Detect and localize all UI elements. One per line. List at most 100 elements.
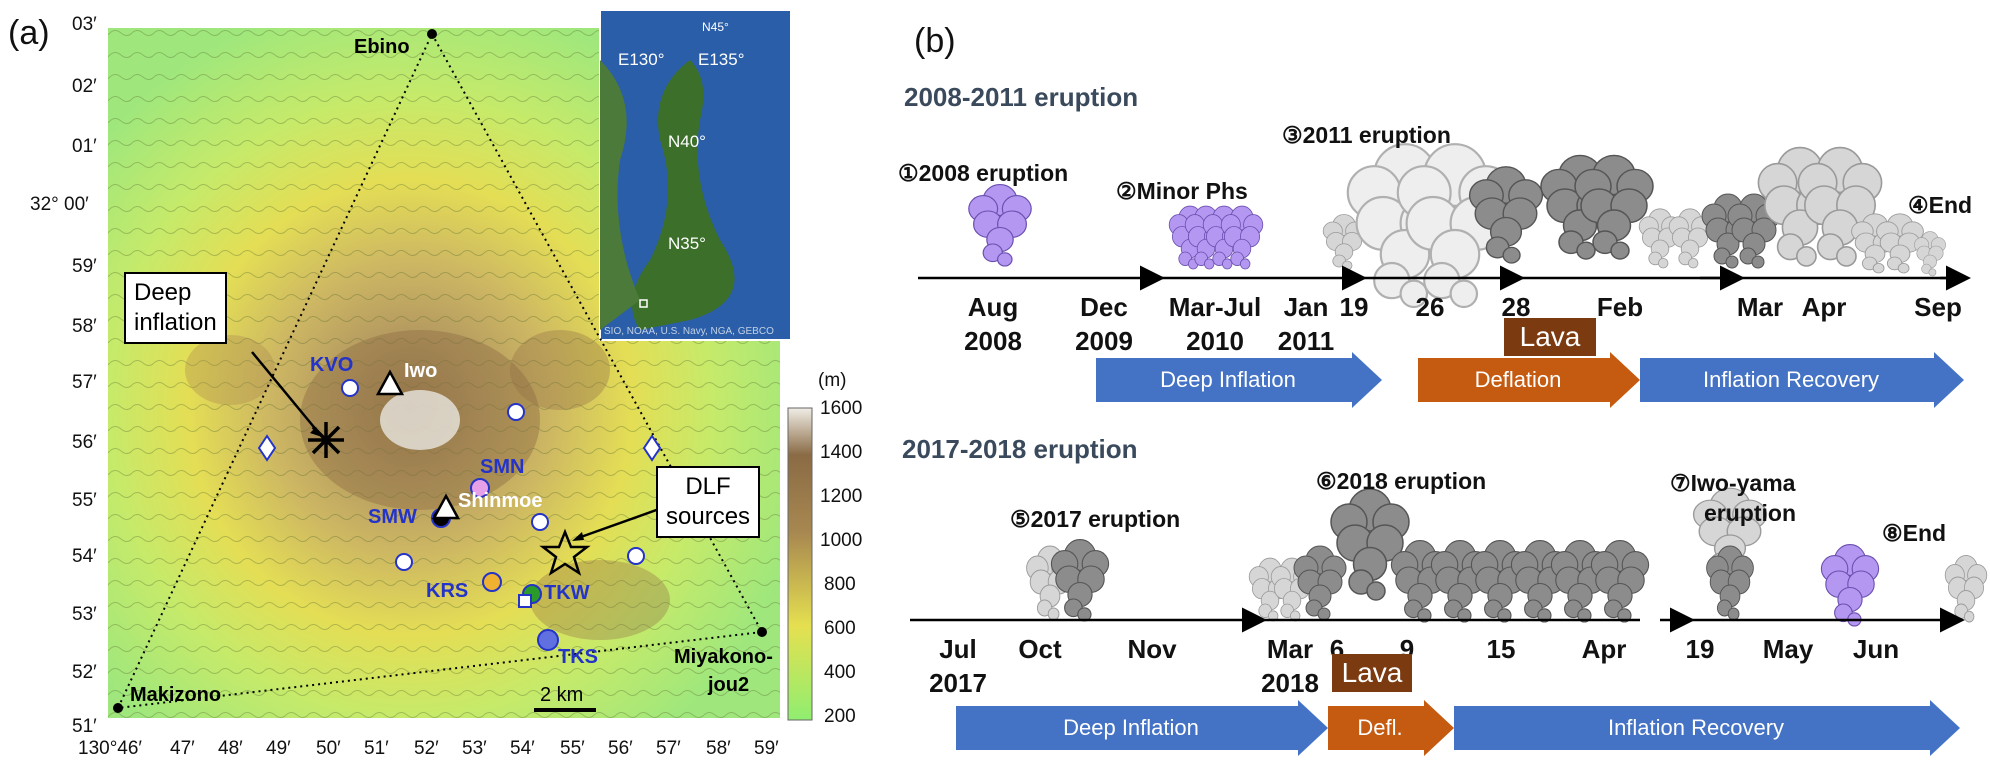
lat-tick: 58′ xyxy=(72,316,97,337)
callout-dlf-sources: DLF sources xyxy=(656,466,761,538)
lon-tick: 56′ xyxy=(608,738,633,759)
phase-label: Inflation Recovery xyxy=(1702,367,1880,392)
event-end-2: ⑧End xyxy=(1882,520,1947,546)
top-tick-19: 19 xyxy=(1339,292,1369,322)
lon-tick: 59′ xyxy=(754,738,779,759)
lat-tick: 55′ xyxy=(72,490,97,511)
bottom-tick-jul-2017: Jul 2017 xyxy=(929,634,987,698)
inset-credit: SIO, NOAA, U.S. Navy, NGA, GEBCO xyxy=(604,326,774,337)
lon-tick: 51′ xyxy=(364,738,389,759)
label-ebino: Ebino xyxy=(354,36,410,58)
label-tks: TKS xyxy=(558,646,598,668)
colorbar-tick: 800 xyxy=(824,574,856,595)
inset-n40: N40° xyxy=(668,132,706,151)
phase-inflation-recovery-top: Inflation Recovery xyxy=(1640,352,1964,408)
colorbar-tick: 1600 xyxy=(820,398,863,419)
callout-deep-line2: inflation xyxy=(134,309,217,336)
phase-deep-inflation-bottom: Deep Inflation xyxy=(956,700,1328,756)
lon-tick: 52′ xyxy=(414,738,439,759)
lat-tick: 51′ xyxy=(72,716,97,737)
inset-n35: N35° xyxy=(668,234,706,253)
phase-label: Deep Inflation xyxy=(1063,715,1199,740)
top-tick-apr: Apr xyxy=(1801,292,1847,322)
lat-tick: 59′ xyxy=(72,256,97,277)
event-iwo-yama-2: eruption xyxy=(1704,500,1796,526)
colorbar-tick: 400 xyxy=(824,662,856,683)
colorbar-unit: (m) xyxy=(818,370,847,391)
phase-label: Deflation xyxy=(1474,367,1562,392)
label-krs: KRS xyxy=(426,580,469,602)
label-iwo: Iwo xyxy=(404,360,438,382)
lon-tick: 58′ xyxy=(706,738,731,759)
callout-dlf-line2: sources xyxy=(666,503,751,530)
label-miyakonojou-1: Miyakono- xyxy=(674,646,773,668)
topographic-map xyxy=(108,9,790,718)
lat-tick: 53′ xyxy=(72,604,97,625)
bottom-tick-oct: Oct xyxy=(1018,634,1062,664)
lon-tick: 130°46′ xyxy=(78,738,142,759)
lon-tick: 48′ xyxy=(218,738,243,759)
bottom-tick-nov: Nov xyxy=(1127,634,1177,664)
elevation-colorbar xyxy=(787,407,813,721)
bottom-tick-jun: Jun xyxy=(1852,634,1900,664)
phase-deep-inflation-top: Deep Inflation xyxy=(1096,352,1382,408)
event-2017-eruption: ⑤2017 eruption xyxy=(1010,506,1181,532)
scale-bar-label: 2 km xyxy=(540,684,584,706)
label-smw: SMW xyxy=(368,506,417,528)
inset-n45: N45° xyxy=(702,20,729,34)
lon-tick: 49′ xyxy=(266,738,291,759)
top-tick-mar: Mar xyxy=(1736,292,1784,322)
lon-tick: 50′ xyxy=(316,738,341,759)
phase-label: Inflation Recovery xyxy=(1607,715,1785,740)
label-kvo: KVO xyxy=(310,354,354,376)
label-tkw: TKW xyxy=(544,582,590,604)
colorbar-tick: 1000 xyxy=(820,530,863,551)
lon-tick: 47′ xyxy=(170,738,195,759)
lat-tick: 52′ xyxy=(72,662,97,683)
event-2018-eruption: ⑥2018 eruption xyxy=(1316,468,1487,494)
title-2008-2011: 2008-2011 eruption xyxy=(904,82,1139,112)
event-iwo-yama-1: ⑦Iwo-yama xyxy=(1670,470,1796,496)
bottom-tick-mar-2018: Mar 2018 xyxy=(1261,634,1319,698)
colorbar-tick: 200 xyxy=(824,706,856,727)
phase-deflation-top: Deflation xyxy=(1418,352,1640,408)
bottom-tick-apr: Apr xyxy=(1581,634,1627,664)
colorbar-tick: 1400 xyxy=(820,442,863,463)
colorbar-tick: 600 xyxy=(824,618,856,639)
lat-tick: 57′ xyxy=(72,372,97,393)
event-minor-phs: ②Minor Phs xyxy=(1116,178,1248,204)
phase-label: Deep Inflation xyxy=(1160,367,1296,392)
event-2011-eruption: ③2011 eruption xyxy=(1282,122,1451,148)
callout-dlf-line1: DLF xyxy=(685,473,731,500)
bottom-tick-may: May xyxy=(1762,634,1814,664)
lon-tick: 57′ xyxy=(656,738,681,759)
panel-a-label: (a) xyxy=(8,14,50,52)
lava-badge-top: Lava xyxy=(1504,318,1596,356)
callout-deep-inflation: Deep inflation xyxy=(124,272,227,344)
top-tick-26: 26 xyxy=(1415,292,1445,322)
lon-tick: 55′ xyxy=(560,738,585,759)
lat-tick: 54′ xyxy=(72,546,97,567)
timeline-graphics xyxy=(910,143,1988,633)
label-makizono: Makizono xyxy=(130,684,222,706)
bottom-tick-19: 19 xyxy=(1685,634,1715,664)
lat-tick: 02′ xyxy=(72,76,97,97)
panel-b-label: (b) xyxy=(914,22,956,60)
phase-inflation-recovery-bottom: Inflation Recovery xyxy=(1454,700,1960,756)
lat-tick: 03′ xyxy=(72,14,97,35)
lat-tick: 56′ xyxy=(72,432,97,453)
event-end-1: ④End xyxy=(1908,192,1973,218)
lon-tick: 53′ xyxy=(462,738,487,759)
label-miyakonojou-2: jou2 xyxy=(708,674,750,696)
inset-e135: E135° xyxy=(698,50,745,69)
callout-deep-line1: Deep xyxy=(134,279,192,306)
top-tick-marjul-2010: Mar-Jul 2010 xyxy=(1168,292,1262,356)
top-tick-sep: Sep xyxy=(1914,292,1962,322)
bottom-tick-15: 15 xyxy=(1486,634,1516,664)
top-tick-28: 28 xyxy=(1501,292,1531,322)
title-2017-2018: 2017-2018 eruption xyxy=(902,434,1138,464)
label-shinmoe: Shinmoe xyxy=(458,490,543,512)
phase-deflation-bottom: Defl. xyxy=(1328,700,1454,756)
top-tick-feb: Feb xyxy=(1596,292,1644,322)
inset-e130: E130° xyxy=(618,50,665,69)
